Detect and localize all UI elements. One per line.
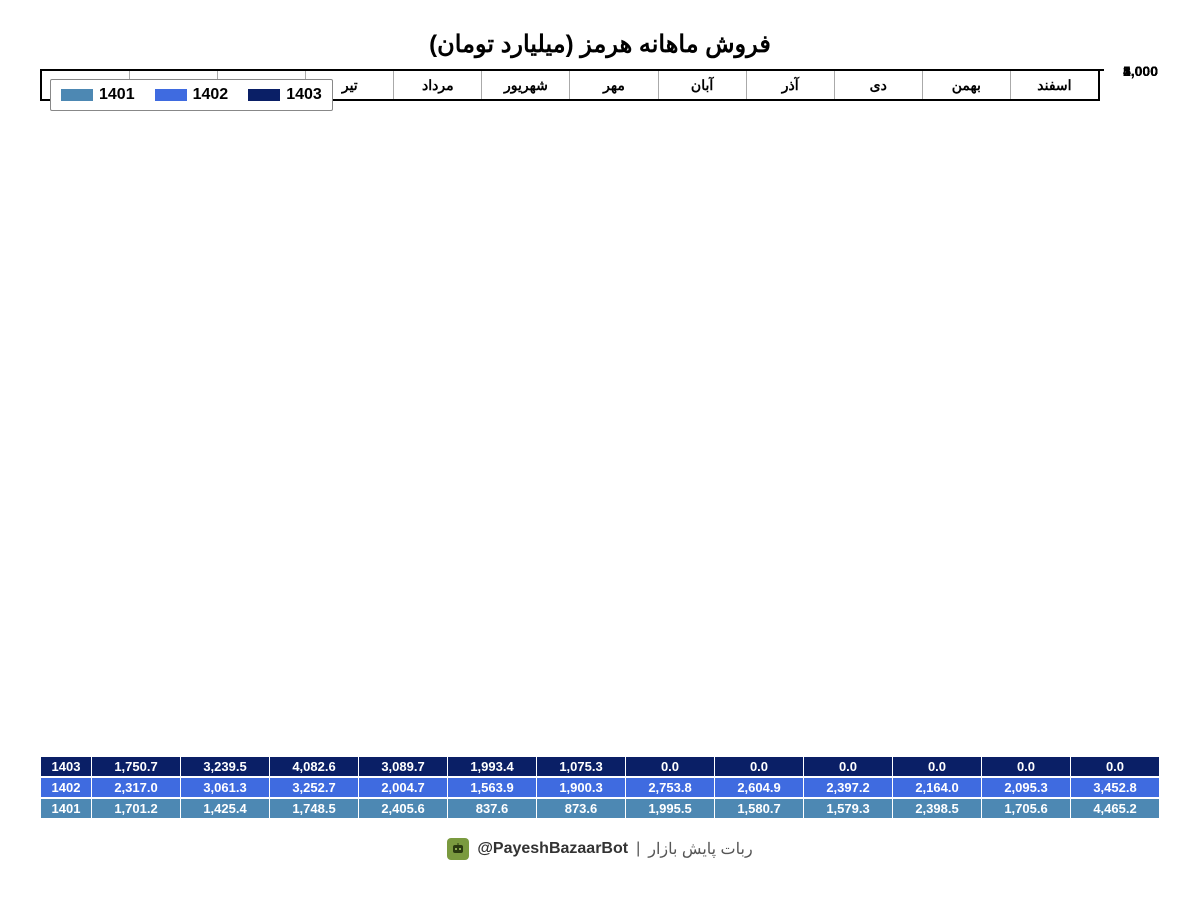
footer-text: ربات پایش بازار (648, 839, 752, 859)
table-cell: 2,398.5 (893, 799, 981, 818)
legend-swatch (155, 89, 187, 101)
legend-swatch (248, 89, 280, 101)
plot-wrap: 140114021403 فروردیناردیبهشتخردادتیرمردا… (40, 69, 1100, 751)
table-cell: 873.6 (537, 799, 625, 818)
table-cell: 2,095.3 (982, 778, 1070, 797)
table-cell: 1,701.2 (92, 799, 180, 818)
table-row: 14011,701.21,425.41,748.52,405.6837.6873… (41, 799, 1159, 818)
table-cell: 2,405.6 (359, 799, 447, 818)
chart-frame: 140114021403 فروردیناردیبهشتخردادتیرمردا… (40, 69, 1100, 101)
table-cell: 1,075.3 (537, 757, 625, 776)
table-cell: 1,748.5 (270, 799, 358, 818)
x-axis-label: اسفند (1011, 71, 1098, 99)
table-cell: 1,563.9 (448, 778, 536, 797)
x-axis-label: مهر (570, 71, 658, 99)
chart-title: فروش ماهانه هرمز (میلیارد تومان) (40, 30, 1160, 59)
x-axis-label: بهمن (923, 71, 1011, 99)
table-cell: 2,397.2 (804, 778, 892, 797)
table-cell: 2,317.0 (92, 778, 180, 797)
footer: @PayeshBazaarBot | ربات پایش بازار (40, 838, 1160, 860)
table-cell: 3,061.3 (181, 778, 269, 797)
legend-swatch (61, 89, 93, 101)
x-axis-label: آذر (747, 71, 835, 99)
table-cell: 0.0 (893, 757, 981, 776)
table-cell: 3,252.7 (270, 778, 358, 797)
table-cell: 3,239.5 (181, 757, 269, 776)
table-cell: 2,004.7 (359, 778, 447, 797)
table-cell: 0.0 (1071, 757, 1159, 776)
table-cell: 1,995.5 (626, 799, 714, 818)
legend-label: 1403 (286, 86, 322, 104)
table-cell: 0.0 (804, 757, 892, 776)
x-axis-label: دی (835, 71, 923, 99)
legend-label: 1402 (193, 86, 229, 104)
table-row-header: 1403 (41, 757, 91, 776)
table-cell: 4,082.6 (270, 757, 358, 776)
table-cell: 1,705.6 (982, 799, 1070, 818)
table-cell: 1,580.7 (715, 799, 803, 818)
x-axis-label: آبان (659, 71, 747, 99)
table-row-header: 1401 (41, 799, 91, 818)
table-cell: 0.0 (626, 757, 714, 776)
table-cell: 1,900.3 (537, 778, 625, 797)
table-cell: 0.0 (982, 757, 1070, 776)
legend: 1401 1402 1403 (50, 79, 333, 111)
chart-container: فروش ماهانه هرمز (میلیارد تومان) 1401140… (0, 0, 1200, 900)
table-cell: 4,465.2 (1071, 799, 1159, 818)
table-cell: 1,993.4 (448, 757, 536, 776)
table-cell: 837.6 (448, 799, 536, 818)
table-cell: 3,452.8 (1071, 778, 1159, 797)
footer-handle: @PayeshBazaarBot (477, 840, 628, 858)
data-table: 14031,750.73,239.54,082.63,089.71,993.41… (40, 755, 1160, 820)
legend-item-1401: 1401 (61, 86, 135, 104)
table-cell: 2,753.8 (626, 778, 714, 797)
table-cell: 0.0 (715, 757, 803, 776)
x-axis-label: شهریور (482, 71, 570, 99)
y-axis-tick-mark (1096, 69, 1104, 71)
x-axis-label: مرداد (394, 71, 482, 99)
legend-label: 1401 (99, 86, 135, 104)
table-cell: 3,089.7 (359, 757, 447, 776)
table-cell: 1,579.3 (804, 799, 892, 818)
y-axis-tick: 5,000 (1123, 63, 1158, 79)
table-cell: 1,425.4 (181, 799, 269, 818)
footer-separator: | (636, 840, 640, 858)
table-row: 14031,750.73,239.54,082.63,089.71,993.41… (41, 757, 1159, 776)
table-cell: 2,164.0 (893, 778, 981, 797)
legend-item-1403: 1403 (248, 86, 322, 104)
table-row-header: 1402 (41, 778, 91, 797)
table-cell: 1,750.7 (92, 757, 180, 776)
bot-icon (447, 838, 469, 860)
table-row: 14022,317.03,061.33,252.72,004.71,563.91… (41, 778, 1159, 797)
legend-item-1402: 1402 (155, 86, 229, 104)
table-cell: 2,604.9 (715, 778, 803, 797)
